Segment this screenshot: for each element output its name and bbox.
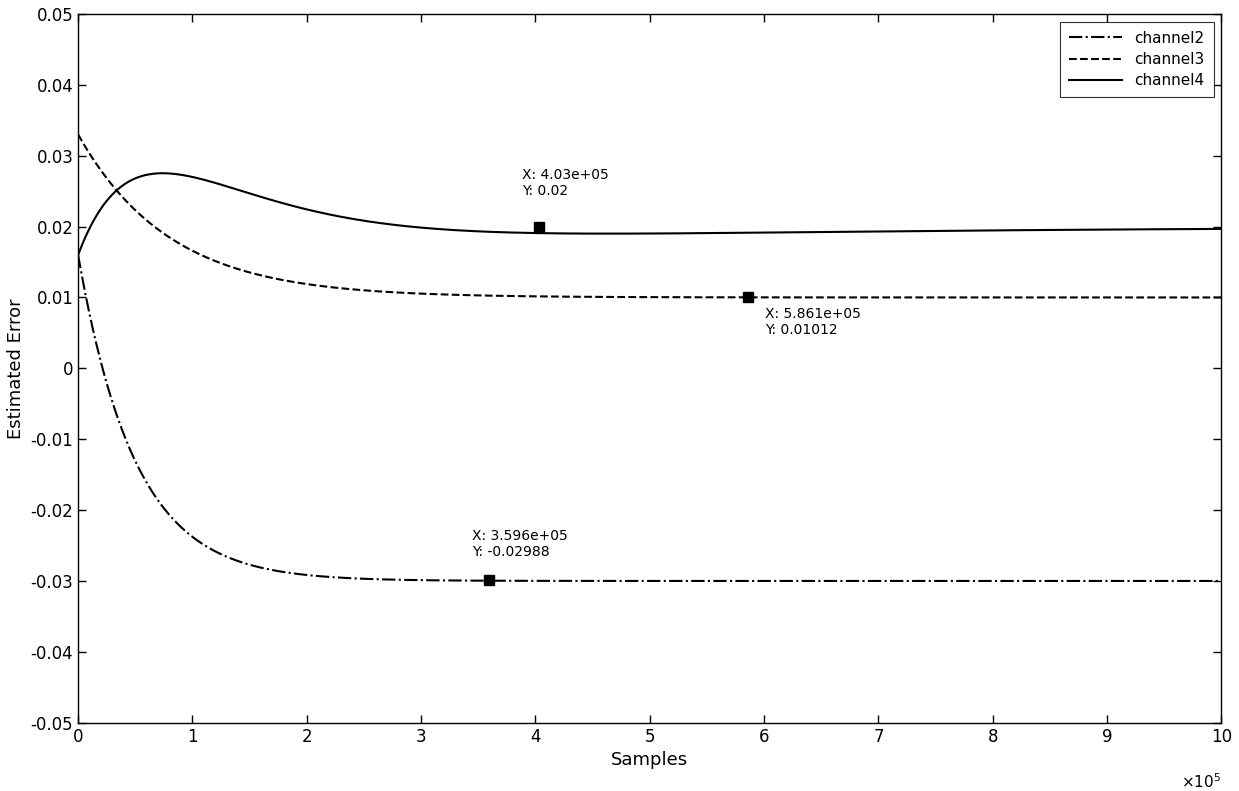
Legend: channel2, channel3, channel4: channel2, channel3, channel4 [1059, 21, 1214, 97]
Text: $\times10^5$: $\times10^5$ [1182, 772, 1222, 791]
channel3 [139, 215, 154, 225]
channel2 [295, 570, 310, 579]
channel2 [629, 576, 644, 585]
channel4 [71, 250, 85, 259]
Line: channel2: channel2 [78, 255, 1222, 581]
channel4 [1214, 224, 1229, 233]
channel4 [629, 229, 644, 238]
Text: X: 5.861e+05
Y: 0.01012: X: 5.861e+05 Y: 0.01012 [766, 307, 861, 338]
channel3 [629, 293, 644, 302]
X-axis label: Samples: Samples [611, 751, 689, 769]
channel3 [76, 138, 90, 148]
channel3 [1154, 293, 1168, 302]
channel2 [139, 478, 154, 487]
channel2 [71, 250, 85, 259]
Y-axis label: Estimated Error: Estimated Error [7, 298, 25, 439]
channel3 [71, 130, 85, 139]
Text: X: 3.596e+05
Y: -0.02988: X: 3.596e+05 Y: -0.02988 [472, 528, 567, 559]
Line: channel3: channel3 [78, 134, 1222, 297]
channel2 [1214, 576, 1229, 585]
Text: X: 4.03e+05
Y: 0.02: X: 4.03e+05 Y: 0.02 [522, 168, 608, 199]
channel3 [295, 278, 310, 288]
channel2 [1154, 576, 1168, 585]
channel4 [1154, 225, 1168, 234]
channel4 [76, 237, 90, 247]
channel4 [139, 170, 154, 180]
channel2 [118, 433, 133, 443]
channel4 [118, 179, 133, 188]
Line: channel4: channel4 [78, 173, 1222, 255]
channel4 [155, 168, 170, 178]
channel2 [76, 278, 90, 288]
channel3 [118, 195, 133, 205]
channel4 [295, 203, 310, 213]
channel3 [1214, 293, 1229, 302]
